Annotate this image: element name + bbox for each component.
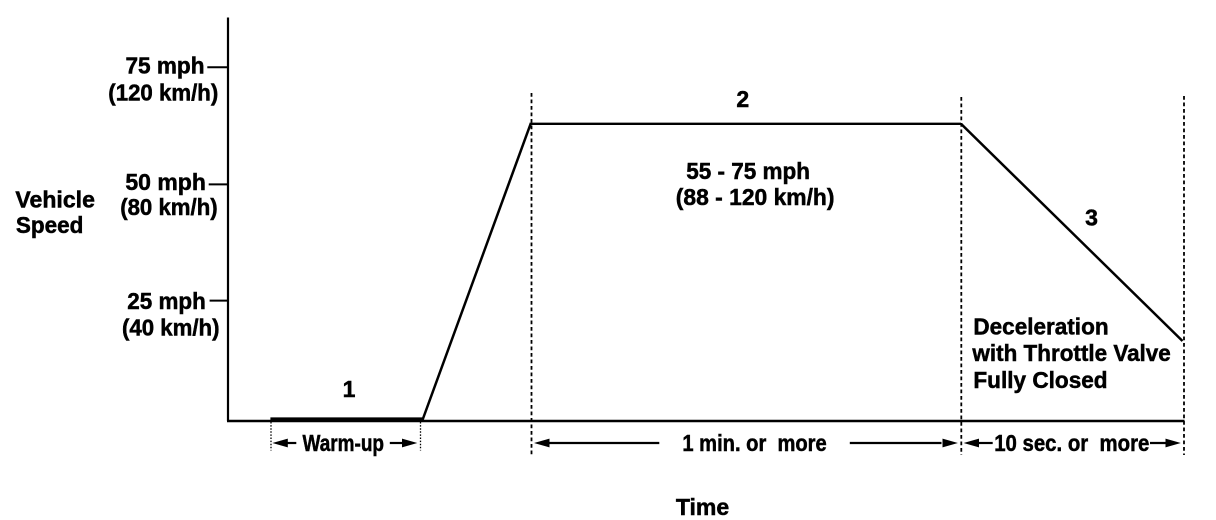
svg-text:1: 1 [343, 376, 356, 402]
svg-text:10 sec. or more: 10 sec. or more [994, 430, 1149, 456]
svg-text:Time: Time [676, 494, 729, 520]
svg-text:with Throttle Valve: with Throttle Valve [971, 340, 1170, 366]
svg-text:55 - 75 mph: 55 - 75 mph [686, 158, 810, 184]
svg-text:Speed: Speed [16, 212, 84, 238]
svg-text:(120 km/h): (120 km/h) [108, 80, 218, 106]
svg-text:3: 3 [1085, 204, 1098, 230]
svg-text:2: 2 [736, 86, 749, 112]
svg-text:Warm-up: Warm-up [303, 430, 385, 456]
svg-text:Fully Closed: Fully Closed [973, 367, 1107, 393]
svg-text:Vehicle: Vehicle [15, 186, 95, 212]
svg-text:75 mph: 75 mph [126, 53, 205, 79]
svg-text:25 mph: 25 mph [127, 288, 206, 314]
svg-text:(80 km/h): (80 km/h) [120, 194, 218, 220]
svg-text:(88 - 120 km/h): (88 - 120 km/h) [676, 184, 835, 210]
svg-text:50 mph: 50 mph [125, 169, 205, 195]
svg-text:1 min. or more: 1 min. or more [682, 430, 826, 456]
svg-text:Deceleration: Deceleration [973, 314, 1108, 340]
svg-text:(40 km/h): (40 km/h) [122, 315, 220, 341]
